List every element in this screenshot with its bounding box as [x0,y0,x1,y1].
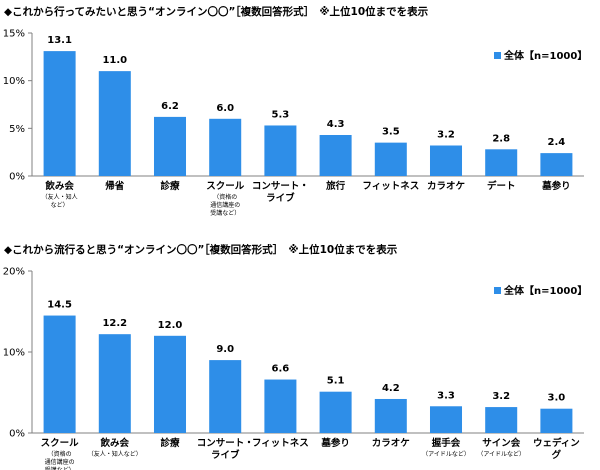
data-label: 6.2 [161,101,179,112]
bar [43,51,76,176]
legend-swatch [494,287,501,294]
bar [43,315,76,433]
data-label: 5.1 [327,376,345,387]
data-label: 4.2 [382,383,400,394]
legend-swatch [494,52,501,59]
data-label: 9.0 [216,344,234,355]
data-label: 12.2 [102,318,127,329]
chart-plot: 0% 5% 10% 15% 13.1 飲み会（友人・知人など） 11.0 帰省 6.2 診療 6.0… [3,29,588,218]
legend-label: 全体【n=1000】 [503,49,587,62]
x-tick-label: コンサート・ [197,438,254,449]
x-tick-label: ライブ [266,192,295,204]
x-tick-label: スクール [206,181,245,192]
bar [374,398,407,433]
x-tick-label: フィットネス [252,438,309,449]
x-tick-sublabel: （友人・知人 [42,193,78,201]
data-label: 3.2 [437,129,455,140]
data-label: 4.3 [327,119,345,130]
x-tick-sublabel: （アイドルなど） [422,450,470,458]
x-tick-label: スクール [41,438,80,449]
y-tick-label: 10% [3,348,25,359]
bar [429,145,463,176]
bar [485,149,518,176]
y-tick-label: 10% [3,76,25,87]
chart-title: ◆これから流行ると思う“オンライン〇〇”［複数回答形式］ ※上位10位までを表示 [4,244,398,256]
x-tick-sublabel: 通信講座の [45,458,75,466]
bar [264,125,297,176]
bar [98,334,131,433]
x-tick-sublabel: 通信講座の [210,201,240,209]
x-tick-label: グ [552,449,562,461]
data-label: 2.8 [492,133,510,144]
x-tick-label: ウェディン [533,437,580,449]
x-tick-sublabel: （資格の [48,450,72,458]
y-tick-label: 15% [3,29,25,40]
x-tick-label: コンサート・ [252,181,309,192]
bar [319,391,352,433]
x-tick-label: フィットネス [362,181,419,192]
bar [153,335,187,433]
x-tick-sublabel: 受講など） [210,209,240,217]
y-tick-label: 0% [9,172,25,183]
x-tick-label: 帰省 [105,180,125,192]
x-tick-sublabel: （資格の [213,193,237,201]
x-tick-label: カラオケ [427,181,465,192]
x-tick-label: カラオケ [372,438,410,449]
bar [209,360,242,433]
x-tick-sublabel: （友人・知人など） [88,450,142,458]
x-tick-label: サイン会 [482,437,521,449]
x-tick-sublabel: など） [51,201,69,209]
x-tick-label: 旅行 [326,180,346,192]
chart-title: ◆これから行ってみたいと思う“オンライン〇〇”［複数回答形式］ ※上位10位まで… [4,6,429,18]
x-tick-label: 墓参り [541,180,571,192]
bar [98,71,131,176]
data-label: 13.1 [47,35,72,46]
bar [540,153,573,176]
data-label: 14.5 [47,300,72,311]
data-label: 3.2 [492,391,510,402]
data-label: 5.3 [272,109,290,120]
x-tick-label: 診療 [160,180,180,192]
data-label: 3.3 [437,390,455,401]
chart-trending: ◆これから流行ると思う“オンライン〇〇”［複数回答形式］ ※上位10位までを表示… [0,236,600,470]
bar [429,406,463,433]
x-tick-label: 墓参り [320,437,350,449]
data-label: 6.0 [216,103,234,114]
bar [374,142,407,176]
chart-wishlist: ◆これから行ってみたいと思う“オンライン〇〇”［複数回答形式］ ※上位10位まで… [0,0,600,232]
bar [485,407,518,433]
bar [209,118,242,176]
y-tick-label: 20% [3,267,25,278]
bar [319,135,352,176]
legend-label: 全体【n=1000】 [503,284,587,297]
x-tick-label: 飲み会 [44,180,74,192]
y-tick-label: 0% [9,429,25,440]
data-label: 12.0 [158,320,183,331]
data-label: 6.6 [272,364,290,375]
x-tick-label: ライブ [211,449,240,461]
x-tick-label: 飲み会 [100,437,130,449]
data-label: 3.0 [548,393,566,404]
x-tick-sublabel: （アイドルなど） [477,450,525,458]
y-tick-label: 5% [9,124,25,135]
x-tick-sublabel: 受講など） [45,466,75,470]
bar [153,116,187,176]
bar [540,408,573,433]
data-label: 3.5 [382,127,400,138]
x-tick-label: 診療 [160,437,180,449]
bar [264,379,297,433]
x-tick-label: デート [487,180,516,192]
data-label: 2.4 [548,137,566,148]
x-tick-label: 握手会 [432,437,461,449]
data-label: 11.0 [102,55,127,66]
